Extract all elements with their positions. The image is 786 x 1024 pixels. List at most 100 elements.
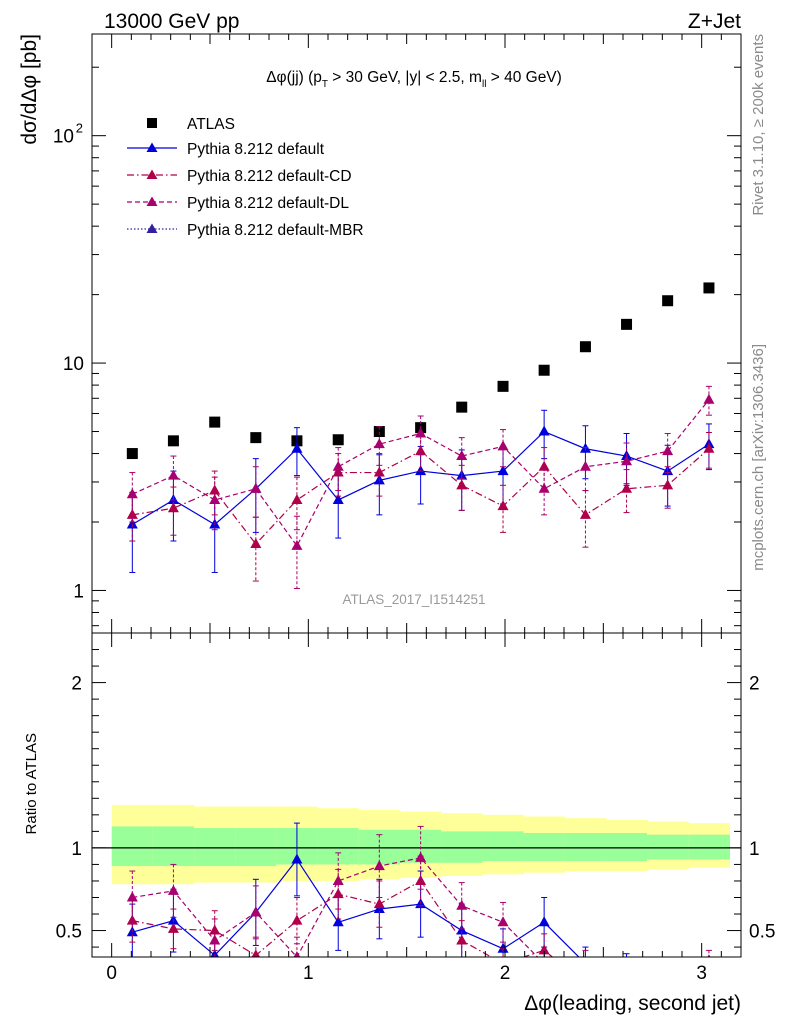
legend-label-atlas: ATLAS: [187, 116, 235, 133]
dl-ratio-line: [132, 857, 539, 957]
cd-ratio-point: [456, 934, 468, 945]
dl-ratio-point: [621, 966, 632, 976]
ratio-band-inner-bin: [605, 833, 648, 862]
x-tick-label: 3: [696, 963, 707, 984]
atlas-data-point: [456, 401, 468, 413]
cd-data-point: [250, 538, 262, 549]
x-tick-label: 2: [500, 963, 511, 984]
ratio-band-inner-bin: [523, 833, 566, 862]
dl-data-point: [579, 460, 591, 471]
dl-data-point: [167, 469, 179, 480]
title-part-a: Δφ(jj) (p: [266, 69, 322, 86]
dl-ratio-point: [209, 934, 221, 945]
main-y-tick-label-exponent: 2: [76, 121, 83, 136]
cd-data-point: [167, 502, 179, 513]
default-ratio-point: [497, 942, 509, 953]
dl-data-point: [621, 455, 633, 466]
cd-data-point: [373, 466, 385, 477]
dl-data-point: [332, 460, 344, 471]
ratio-band-inner-bin: [647, 834, 689, 860]
legend-label-mbr: Pythia 8.212 default-MBR: [187, 222, 364, 239]
ratio-plot-axes: 0.5 0.5 1 1 2 2 0 1 2 3: [56, 632, 775, 984]
ratio-band-inner-bin: [235, 828, 277, 867]
default-ratio-point: [621, 963, 632, 973]
dl-ratio-point: [373, 860, 385, 871]
ratio-y-tick-label-left: 2: [71, 674, 82, 695]
dl-data-point: [497, 440, 509, 451]
main-y-tick-label: 10: [63, 354, 84, 375]
dl-ratio-point: [456, 899, 468, 910]
dl-ratio-point: [332, 874, 344, 885]
ratio-band-inner-bin: [482, 831, 525, 862]
title-subscript-t: T: [322, 79, 328, 90]
atlas-data-point: [579, 341, 591, 353]
main-plot-title: Δφ(jj) (pT > 30 GeV, |y| < 2.5, mll > 40…: [266, 69, 562, 90]
cd-data-point: [579, 508, 591, 519]
dl-ratio-point: [250, 906, 262, 917]
cd-ratio-point: [662, 982, 673, 992]
mcplots-side-label: mcplots.cern.ch [arXiv:1306.3436]: [750, 344, 767, 571]
default-data-point: [538, 425, 550, 436]
dl-ratio-point: [539, 958, 550, 968]
x-tick-label: 0: [106, 963, 117, 984]
ratio-plot-frame: [91, 632, 742, 958]
ratio-y-axis-label: Ratio to ATLAS: [23, 733, 40, 834]
legend-label-default: Pythia 8.212 default: [187, 141, 325, 158]
main-y-tick-label: 10: [53, 127, 74, 148]
cd-data-point: [621, 482, 633, 493]
default-ratio-point: [662, 977, 673, 987]
ratio-band-inner-bin: [194, 828, 236, 867]
cd-ratio-point: [126, 914, 138, 925]
cd-data-point: [415, 445, 427, 456]
atlas-data-point: [209, 416, 221, 428]
cd-data-point: [332, 466, 344, 477]
default-ratio-point: [538, 916, 550, 927]
cd-ratio-point: [415, 874, 427, 885]
dl-ratio-point: [126, 891, 138, 902]
cd-ratio-point: [538, 944, 550, 955]
legend-marker-dl: [146, 196, 158, 206]
ratio-band-inner-bin: [441, 831, 483, 863]
title-part-c: > 30 GeV, |y| < 2.5, m: [328, 69, 482, 86]
analysis-watermark: ATLAS_2017_I1514251: [342, 592, 485, 607]
main-plot-series: [126, 282, 715, 590]
ratio-y-tick-label-right: 1: [749, 839, 760, 860]
dl-data-point: [538, 482, 550, 493]
dl-data-point: [373, 438, 385, 449]
default-ratio-point: [456, 924, 468, 935]
cd-data-point: [497, 500, 509, 511]
atlas-data-point: [703, 282, 715, 294]
ratio-uncertainty-bands: [92, 804, 741, 885]
legend-marker-cd: [146, 169, 158, 179]
cd-ratio-point: [580, 977, 591, 987]
default-ratio-point: [580, 958, 591, 968]
ratio-band-inner-bin: [564, 833, 607, 862]
cd-data-point: [662, 479, 674, 490]
cd-ratio-point: [291, 914, 303, 925]
dl-ratio-point: [707, 954, 711, 957]
header-left-label: 13000 GeV pp: [104, 10, 239, 33]
atlas-data-point: [167, 435, 179, 447]
dl-data-point: [662, 445, 674, 456]
ratio-y-tick-label-left: 0.5: [56, 922, 82, 943]
default-data-point: [332, 493, 344, 504]
atlas-data-point: [373, 426, 385, 438]
default-data-point: [497, 465, 509, 476]
dl-data-point: [209, 493, 221, 504]
legend: ATLAS Pythia 8.212 default Pythia 8.212 …: [127, 116, 364, 239]
ratio-band-inner-bin: [152, 826, 195, 867]
dl-ratio-point: [293, 951, 301, 957]
legend-marker-atlas: [147, 118, 157, 128]
rivet-side-label: Rivet 3.1.10, ≥ 200k events: [750, 34, 767, 216]
cd-data-point: [291, 493, 303, 504]
dl-ratio-point: [167, 884, 179, 895]
atlas-data-point: [662, 295, 674, 307]
dl-ratio-point: [580, 958, 591, 968]
ratio-plot-series: [126, 822, 712, 992]
dl-data-point: [703, 393, 715, 404]
dl-ratio-point: [415, 851, 427, 862]
ratio-y-tick-label-right: 0.5: [749, 922, 775, 943]
dl-data-point: [250, 482, 262, 493]
atlas-data-point: [126, 448, 138, 460]
